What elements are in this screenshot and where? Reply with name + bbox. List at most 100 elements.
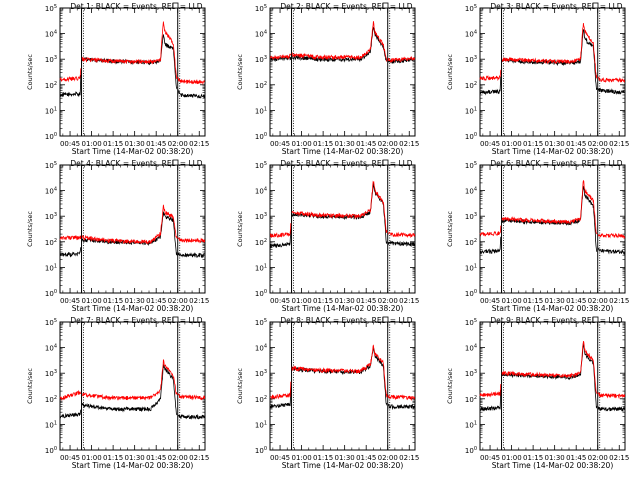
panel-5: Det 5: BLACK = Events, RED = LLD 100 101 10… — [236, 159, 419, 313]
x-tick-label: 00:45 — [270, 140, 290, 148]
events-series-line-seg1 — [479, 76, 502, 96]
panel-title: Det 8: BLACK = Events, RED = LLD — [280, 316, 412, 325]
x-tick-label: 01:00 — [81, 140, 101, 148]
legend-marker — [382, 159, 389, 166]
y-tick-label: 100 — [465, 289, 477, 298]
panel-title: Det 9: BLACK = Events, RED = LLD — [490, 316, 622, 325]
plot-frame — [269, 321, 416, 451]
x-tick-label: 01:00 — [81, 454, 101, 462]
panel-4: Det 4: BLACK = Events, RED = LLD 100 101 10… — [26, 159, 209, 313]
y-tick-label: 105 — [255, 161, 267, 170]
x-tick-label: 02:15 — [609, 140, 629, 148]
y-tick-label: 101 — [255, 420, 267, 429]
x-axis-label: Start Time (14-Mar-02 00:38:20) — [492, 461, 614, 470]
legend-marker — [592, 316, 599, 323]
y-tick-label: 100 — [465, 446, 477, 455]
panel-title: Det 2: BLACK = Events, RED = LLD — [280, 2, 412, 11]
panel-2: Det 2: BLACK = Events, RED = LLD 100 101 10… — [236, 2, 419, 156]
x-tick-label: 02:15 — [399, 454, 419, 462]
x-tick-label: 01:30 — [335, 297, 355, 305]
events-series-line-seg3 — [177, 89, 206, 99]
y-tick-label: 100 — [255, 289, 267, 298]
legend-marker — [172, 316, 179, 323]
x-tick-label: 02:00 — [588, 454, 608, 462]
y-axis-label: Counts/sec — [446, 211, 454, 247]
x-tick-label: 01:15 — [523, 140, 543, 148]
y-tick-label: 103 — [45, 55, 57, 64]
y-tick-label: 101 — [465, 106, 477, 115]
lld-series-line-seg3 — [177, 392, 206, 401]
panel-9: Det 9: BLACK = Events, RED = LLD 100 101 10… — [446, 316, 629, 470]
x-tick-label: 01:30 — [125, 297, 145, 305]
y-tick-label: 101 — [45, 106, 57, 115]
lld-series-line-seg3 — [597, 232, 626, 240]
events-series-line-seg2 — [291, 26, 388, 63]
lld-series-line-seg2 — [501, 340, 598, 395]
y-tick-label: 103 — [255, 369, 267, 378]
y-tick-label: 102 — [465, 81, 477, 90]
x-tick-label: 01:00 — [291, 454, 311, 462]
x-tick-label: 01:15 — [523, 454, 543, 462]
x-tick-label: 01:15 — [103, 297, 123, 305]
legend-marker — [592, 2, 599, 9]
events-series-line-seg1 — [59, 409, 82, 419]
x-tick-label: 01:45 — [356, 454, 376, 462]
y-tick-label: 101 — [255, 263, 267, 272]
lld-series-line-seg1 — [59, 235, 82, 241]
x-tick-label: 01:45 — [566, 454, 586, 462]
y-axis-label: Counts/sec — [446, 368, 454, 404]
y-tick-label: 102 — [45, 395, 57, 404]
y-tick-label: 102 — [255, 81, 267, 90]
events-series-line-seg3 — [177, 252, 205, 259]
y-tick-label: 100 — [45, 446, 57, 455]
x-tick-label: 02:00 — [378, 140, 398, 148]
legend-marker — [592, 159, 599, 166]
x-tick-label: 01:45 — [146, 454, 166, 462]
lld-series-line-seg2 — [81, 204, 178, 245]
x-tick-label: 00:45 — [60, 140, 80, 148]
y-tick-label: 103 — [255, 212, 267, 221]
y-tick-label: 104 — [255, 344, 267, 353]
y-tick-label: 105 — [255, 4, 267, 13]
lld-series-line-seg1 — [270, 223, 292, 238]
x-axis-label: Start Time (14-Mar-02 00:38:20) — [282, 304, 404, 313]
x-axis-label: Start Time (14-Mar-02 00:38:20) — [492, 304, 614, 313]
plot-frame — [269, 7, 416, 137]
y-tick-label: 103 — [45, 369, 57, 378]
x-tick-label: 02:15 — [399, 297, 419, 305]
y-tick-label: 103 — [465, 55, 477, 64]
y-axis-label: Counts/sec — [26, 368, 34, 404]
y-tick-label: 105 — [465, 4, 477, 13]
x-tick-label: 00:45 — [270, 297, 290, 305]
x-tick-label: 02:00 — [588, 140, 608, 148]
events-series-line-seg3 — [597, 247, 626, 256]
panel-title: Det 5: BLACK = Events, RED = LLD — [280, 159, 412, 168]
lld-series-line-seg3 — [177, 77, 205, 85]
x-tick-label: 02:00 — [168, 297, 188, 305]
y-tick-label: 104 — [255, 30, 267, 39]
events-series-line-seg1 — [479, 236, 502, 255]
y-tick-label: 100 — [255, 132, 267, 141]
y-tick-label: 103 — [45, 212, 57, 221]
y-tick-label: 105 — [465, 318, 477, 327]
x-axis-label: Start Time (14-Mar-02 00:38:20) — [72, 147, 194, 156]
x-tick-label: 01:30 — [335, 454, 355, 462]
x-tick-label: 01:30 — [545, 454, 565, 462]
x-tick-label: 02:15 — [189, 454, 209, 462]
x-tick-label: 00:45 — [270, 454, 290, 462]
y-tick-label: 104 — [465, 30, 477, 39]
events-series-line-seg2 — [291, 182, 388, 244]
lld-series-line-seg2 — [291, 344, 388, 398]
y-tick-label: 105 — [45, 318, 57, 327]
x-axis-label: Start Time (14-Mar-02 00:38:20) — [282, 147, 404, 156]
events-series-line-seg3 — [177, 413, 206, 420]
y-axis-label: Counts/sec — [26, 54, 34, 90]
lld-series-line-seg2 — [291, 180, 388, 233]
events-series-line-seg3 — [597, 406, 626, 413]
y-tick-label: 100 — [45, 132, 57, 141]
y-tick-label: 102 — [465, 238, 477, 247]
plot-frame — [479, 164, 626, 294]
legend-marker — [382, 316, 389, 323]
legend-marker — [172, 2, 179, 9]
y-tick-label: 104 — [465, 344, 477, 353]
